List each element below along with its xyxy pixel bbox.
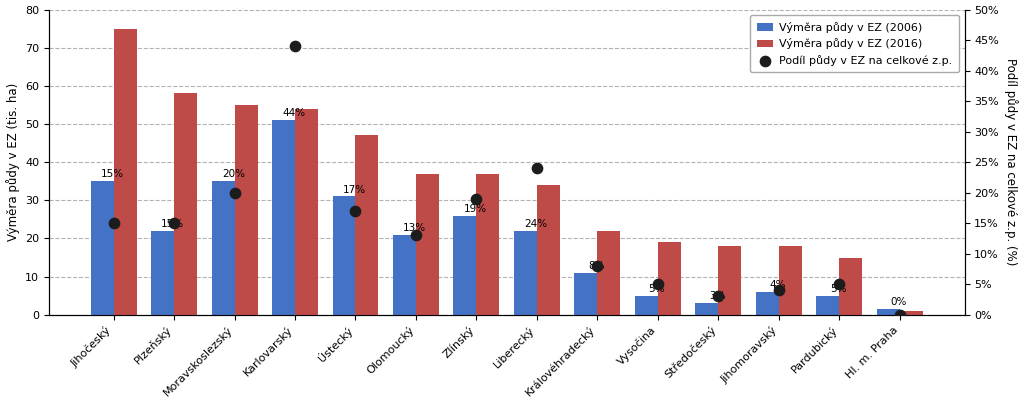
Bar bbox=[272, 120, 295, 315]
Bar bbox=[779, 246, 802, 315]
Podíl půdy v EZ na celkové z.p. bbox=[166, 220, 182, 226]
Text: 3%: 3% bbox=[709, 291, 726, 301]
Bar bbox=[476, 174, 500, 315]
Podíl půdy v EZ na celkové z.p. bbox=[468, 196, 484, 202]
Bar bbox=[635, 296, 658, 315]
Text: 15%: 15% bbox=[100, 169, 124, 179]
Podíl půdy v EZ na celkové z.p. bbox=[650, 281, 667, 288]
Bar bbox=[212, 181, 234, 315]
Podíl půdy v EZ na celkové z.p. bbox=[892, 311, 908, 318]
Bar bbox=[597, 231, 621, 315]
Bar bbox=[90, 181, 114, 315]
Bar bbox=[416, 174, 439, 315]
Text: 5%: 5% bbox=[830, 284, 847, 294]
Podíl půdy v EZ na celkové z.p. bbox=[105, 220, 122, 226]
Y-axis label: Výměra půdy v EZ (tis. ha): Výměra půdy v EZ (tis. ha) bbox=[5, 83, 19, 241]
Text: 8%: 8% bbox=[588, 261, 604, 271]
Podíl půdy v EZ na celkové z.p. bbox=[589, 263, 605, 269]
Text: 4%: 4% bbox=[770, 280, 786, 290]
Text: 13%: 13% bbox=[403, 223, 426, 233]
Legend: Výměra půdy v EZ (2006), Výměra půdy v EZ (2016), Podíl půdy v EZ na celkové z.p: Výměra půdy v EZ (2006), Výměra půdy v E… bbox=[751, 15, 958, 72]
Bar bbox=[454, 216, 476, 315]
Bar bbox=[234, 105, 257, 315]
Bar bbox=[514, 231, 537, 315]
Podíl půdy v EZ na celkové z.p. bbox=[226, 189, 243, 196]
Text: 15%: 15% bbox=[162, 219, 184, 229]
Bar bbox=[537, 185, 560, 315]
Bar bbox=[695, 303, 719, 315]
Bar bbox=[114, 29, 136, 315]
Text: 5%: 5% bbox=[648, 284, 665, 294]
Text: 19%: 19% bbox=[464, 204, 486, 214]
Bar bbox=[574, 273, 597, 315]
Text: 44%: 44% bbox=[283, 108, 305, 118]
Podíl půdy v EZ na celkové z.p. bbox=[408, 232, 424, 239]
Text: 24%: 24% bbox=[524, 219, 548, 229]
Podíl půdy v EZ na celkové z.p. bbox=[287, 43, 303, 49]
Text: 17%: 17% bbox=[343, 185, 366, 195]
Bar bbox=[719, 246, 741, 315]
Bar bbox=[840, 257, 862, 315]
Podíl půdy v EZ na celkové z.p. bbox=[711, 293, 727, 300]
Bar bbox=[295, 109, 318, 315]
Bar bbox=[877, 309, 900, 315]
Y-axis label: Podíl půdy v EZ na celkové z.p. (%): Podíl půdy v EZ na celkové z.p. (%) bbox=[1005, 59, 1019, 266]
Text: 20%: 20% bbox=[222, 169, 245, 179]
Podíl půdy v EZ na celkové z.p. bbox=[528, 165, 545, 171]
Bar bbox=[658, 242, 681, 315]
Bar bbox=[174, 93, 197, 315]
Podíl půdy v EZ na celkové z.p. bbox=[831, 281, 848, 288]
Bar bbox=[816, 296, 840, 315]
Bar bbox=[756, 292, 779, 315]
Podíl půdy v EZ na celkové z.p. bbox=[347, 208, 364, 214]
Text: 0%: 0% bbox=[891, 297, 907, 307]
Bar bbox=[333, 196, 355, 315]
Bar bbox=[900, 311, 923, 315]
Bar bbox=[393, 235, 416, 315]
Podíl půdy v EZ na celkové z.p. bbox=[771, 287, 787, 294]
Bar bbox=[355, 135, 379, 315]
Bar bbox=[151, 231, 174, 315]
